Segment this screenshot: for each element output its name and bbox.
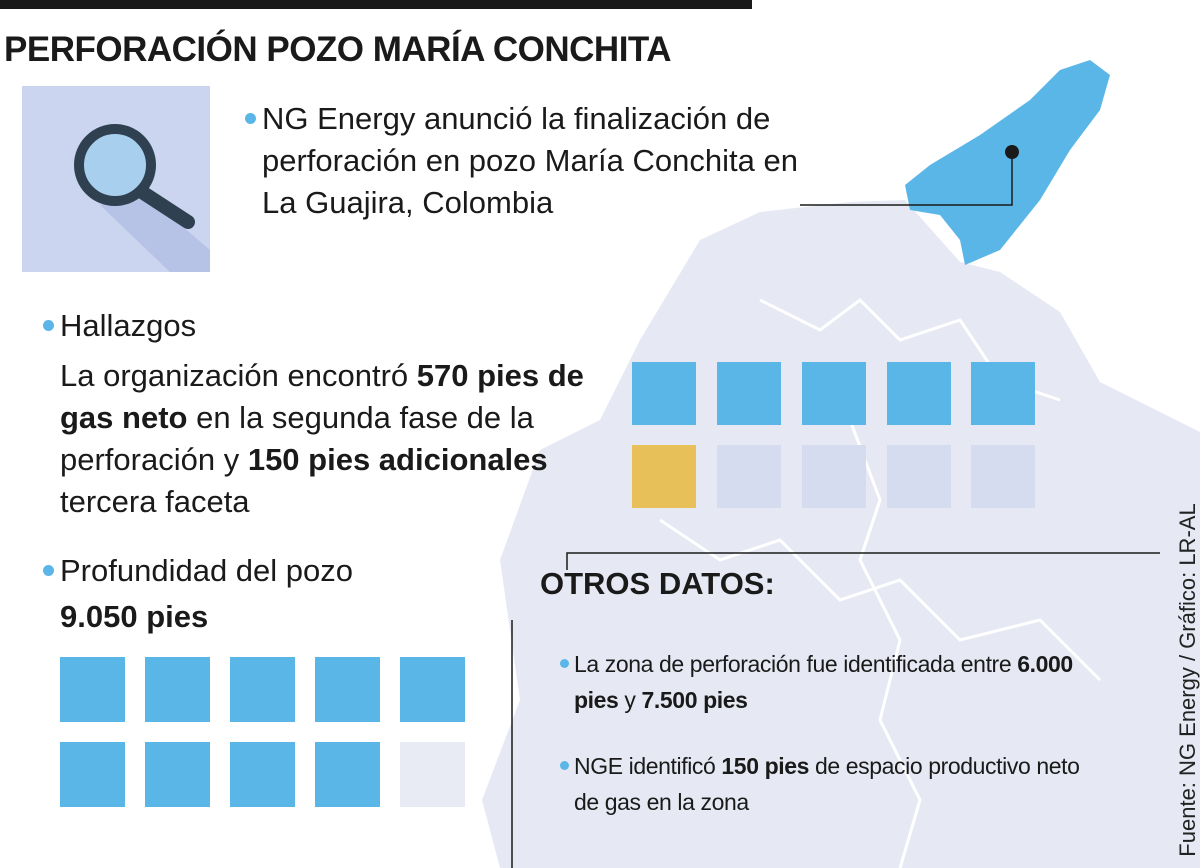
other-heading: OTROS DATOS: [540, 566, 775, 601]
findings-text: La organización encontró 570 pies de gas… [60, 355, 590, 523]
square [230, 657, 295, 722]
bold-text: 150 pies adicionales [247, 442, 548, 477]
leader-line [800, 152, 1013, 206]
depth-heading: Profundidad del pozo [42, 550, 353, 592]
intro: NG Energy anunció la finalización de per… [245, 98, 802, 224]
magnifier-lens [74, 124, 156, 206]
findings-heading: Hallazgos [42, 305, 196, 347]
well-location [1005, 145, 1019, 159]
square [400, 657, 465, 722]
bold-text: 570 pies de gas neto [60, 358, 584, 435]
bold-text: 150 pies [721, 753, 809, 779]
la-guajira [905, 60, 1110, 265]
other-item: NGE identificó 150 pies de espacio produ… [560, 748, 1094, 820]
text: de espacio productivo neto de gas en la … [574, 753, 1080, 815]
square [315, 657, 380, 722]
text: NGE identificó [574, 753, 722, 779]
square [60, 657, 125, 722]
text: y [618, 687, 642, 713]
square [632, 362, 696, 425]
square [145, 657, 210, 722]
text: en la segunda fase de la perforación y [60, 400, 534, 477]
square [717, 445, 781, 508]
square [971, 445, 1035, 508]
square [717, 362, 781, 425]
square [887, 362, 951, 425]
square [802, 362, 866, 425]
square [60, 742, 125, 807]
pictogram-bottom [60, 657, 465, 807]
square [400, 742, 465, 807]
square [971, 362, 1035, 425]
icon-shadow [100, 192, 210, 272]
text: La organización encontró [60, 358, 417, 393]
bold-text: 6.000 pies [574, 651, 1073, 713]
depth-value: 9.050 pies [60, 599, 209, 634]
text: La zona de perforación fue identificada … [574, 651, 1018, 677]
square [230, 742, 295, 807]
bold-text: 7.500 pies [641, 687, 748, 713]
map-border [659, 518, 1102, 682]
box-border [566, 552, 1160, 570]
square [887, 445, 951, 508]
pictogram-top [632, 362, 1035, 508]
title: PERFORACIÓN POZO MARÍA CONCHITA [4, 30, 671, 69]
other-item: La zona de perforación fue identificada … [560, 646, 1094, 718]
square [145, 742, 210, 807]
top-rule [0, 0, 752, 9]
square [802, 445, 866, 508]
text: tercera faceta [60, 484, 250, 519]
square [632, 445, 696, 508]
source: Fuente: NG Energy / Gráfico: LR-AL [1175, 503, 1200, 857]
square [315, 742, 380, 807]
magnifier-handle [135, 185, 195, 229]
map-border [848, 419, 922, 868]
